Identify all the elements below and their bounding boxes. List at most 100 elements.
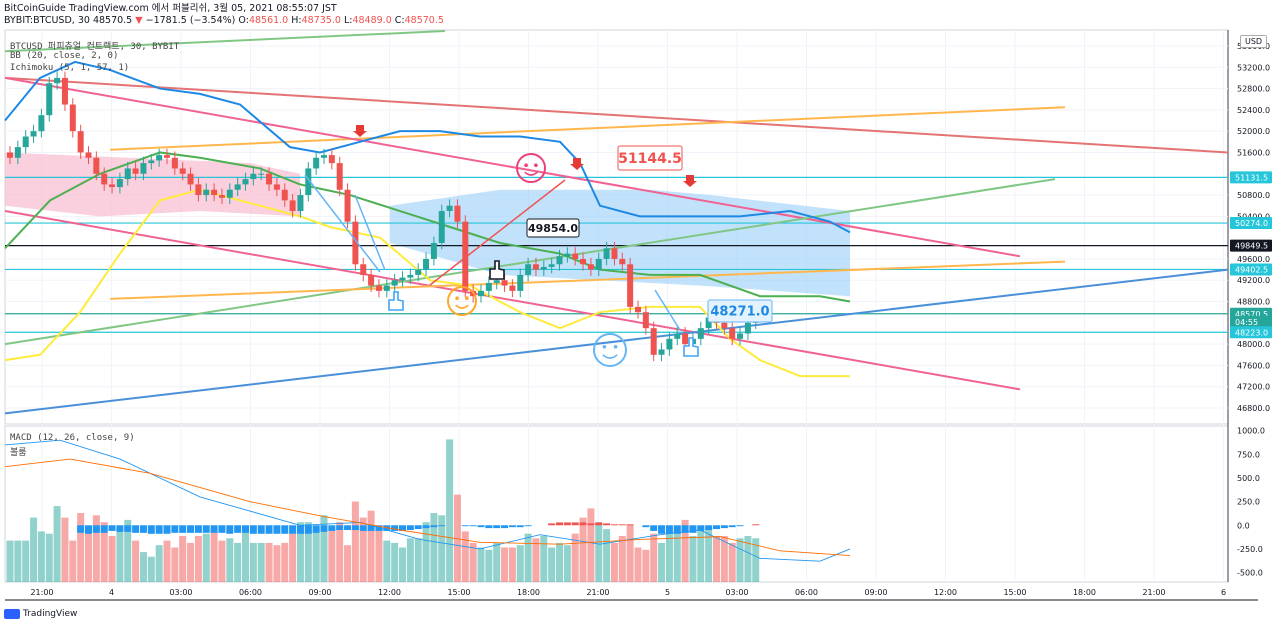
macd-histogram-bar [438, 525, 446, 527]
volume-bar [508, 547, 516, 582]
volume-bar [336, 522, 344, 582]
candle-body [273, 184, 280, 190]
macd-histogram-bar [406, 525, 414, 530]
volume-bar [414, 538, 422, 582]
macd-tick-label: 250.0 [1237, 498, 1260, 507]
time-tick-label: 21:00 [30, 588, 53, 597]
volume-bar [595, 522, 603, 582]
candle-body [305, 168, 312, 196]
macd-histogram-bar [587, 523, 595, 526]
candle-body [344, 189, 351, 222]
candle-body [124, 168, 131, 180]
drawn-arrow [304, 174, 386, 273]
signal-line [4, 458, 851, 556]
macd-histogram-bar [367, 525, 375, 531]
time-tick-label: 06:00 [795, 588, 818, 597]
volume-bar [155, 545, 163, 582]
candle-body [375, 285, 382, 291]
volume-bar [194, 536, 202, 582]
volume-bar [477, 547, 485, 582]
macd-histogram-bar [595, 522, 603, 526]
candle-body [595, 258, 602, 270]
tradingview-label: TradingView [23, 609, 78, 619]
tradingview-logo[interactable]: TradingView [4, 609, 77, 619]
candle-body [116, 179, 123, 188]
candle-body [619, 258, 626, 265]
time-tick-label: 03:00 [725, 588, 748, 597]
price-tick-label: 50400.0 [1237, 212, 1270, 221]
candle-body [642, 312, 649, 329]
price-tick-label: 46800.0 [1237, 404, 1270, 413]
down-arrow-icon: ▼ [135, 15, 143, 26]
smiley-face-icon-mouth [524, 171, 538, 176]
currency-button[interactable]: USD [1240, 35, 1268, 48]
volume-bar [14, 540, 22, 582]
macd-histogram-bar [92, 525, 100, 533]
volume-bar [22, 540, 30, 582]
volume-bar [257, 542, 265, 582]
candle-body [478, 290, 484, 297]
candle-body [7, 152, 13, 158]
candle-body [211, 189, 218, 196]
time-tick-label: 4 [109, 588, 114, 597]
candle-body [744, 322, 751, 334]
trendline-orange-bottom [109, 260, 1066, 300]
candle-body [415, 269, 422, 275]
volume-bar [265, 542, 273, 582]
volume-bar [92, 515, 100, 582]
candle-body [46, 83, 53, 116]
volume-bar [61, 517, 69, 582]
down-arrow-icon [683, 175, 697, 187]
candle-body [674, 333, 681, 339]
macd-histogram-bar [461, 525, 469, 527]
macd-histogram-bar [163, 525, 171, 534]
volume-bar [571, 533, 579, 582]
volume-bar [281, 542, 289, 582]
volume-bar [430, 513, 438, 582]
candle-body [580, 258, 587, 265]
volume-bar [383, 540, 391, 582]
macd-histogram-bar [179, 525, 187, 533]
macd-histogram-bar [501, 525, 509, 529]
volume-bar [681, 519, 689, 582]
volume-bar [124, 519, 132, 582]
candle-body [658, 349, 665, 355]
volume-bar [532, 538, 540, 582]
volume-bar [579, 517, 587, 582]
price-label-box [1230, 326, 1272, 339]
legend-bb: BB (20, close, 2, 0) [10, 51, 119, 61]
volume-bar [493, 542, 501, 582]
candle-body [666, 338, 673, 350]
volume-bar [461, 531, 469, 582]
candle-body [266, 173, 273, 185]
macd-histogram-bar [752, 524, 760, 526]
volume-bar [210, 529, 218, 582]
candle-body [454, 205, 461, 222]
time-tick-label: 18:00 [1073, 588, 1096, 597]
candle-body [281, 189, 288, 201]
candle-body [14, 147, 21, 158]
bb-lower-line [4, 188, 850, 378]
candle-body [148, 160, 155, 164]
macd-histogram-bar [579, 522, 587, 526]
macd-histogram-bar [273, 525, 281, 534]
candle-body [69, 104, 76, 132]
price-tick-label: 48800.0 [1237, 298, 1270, 307]
candle-body [85, 152, 92, 158]
volume-bar [304, 522, 312, 582]
volume-bar [289, 533, 297, 582]
ichimoku-cloud-bear [5, 152, 300, 217]
annotation-black-box [526, 218, 580, 238]
volume-bar [344, 545, 352, 582]
volume-bar [603, 529, 611, 582]
candle-body [705, 317, 712, 329]
volume-bar [728, 542, 736, 582]
high-value: 48735.0 [301, 15, 341, 26]
macd-histogram-bar [202, 525, 210, 533]
tradingview-icon [4, 609, 20, 619]
macd-histogram-bar [697, 525, 705, 531]
volume-bar [30, 517, 38, 582]
macd-line [4, 439, 851, 562]
price-tick-label: 51600.0 [1237, 148, 1270, 157]
